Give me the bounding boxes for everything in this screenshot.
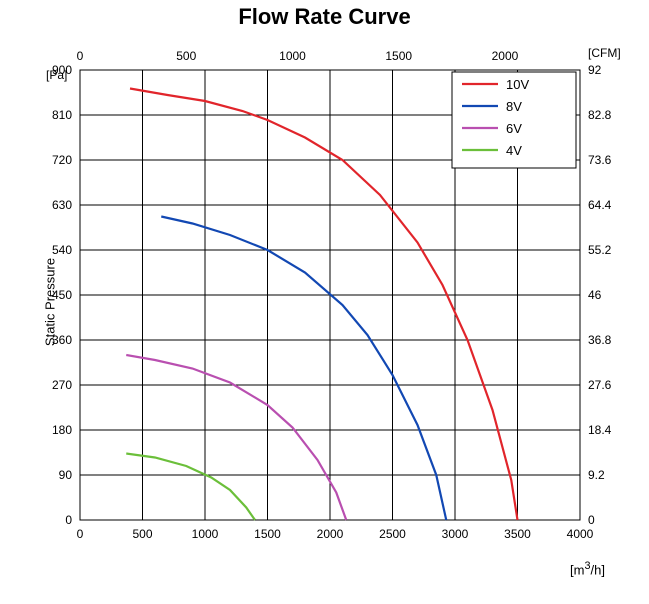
svg-text:1000: 1000	[279, 49, 306, 63]
svg-text:3000: 3000	[442, 527, 469, 541]
svg-text:82.8: 82.8	[588, 108, 612, 122]
svg-text:4000: 4000	[567, 527, 594, 541]
svg-text:73.6: 73.6	[588, 153, 612, 167]
svg-text:55.2: 55.2	[588, 243, 612, 257]
svg-text:2000: 2000	[317, 527, 344, 541]
svg-text:90: 90	[59, 468, 73, 482]
svg-text:3500: 3500	[504, 527, 531, 541]
svg-text:180: 180	[52, 423, 72, 437]
svg-text:0: 0	[77, 527, 84, 541]
svg-text:9.2: 9.2	[588, 468, 605, 482]
svg-text:46: 46	[588, 288, 602, 302]
svg-text:1500: 1500	[385, 49, 412, 63]
flow-rate-chart: 0500100015002000250030003500400009018027…	[0, 0, 649, 604]
svg-text:500: 500	[176, 49, 196, 63]
svg-text:92: 92	[588, 63, 602, 77]
svg-text:18.4: 18.4	[588, 423, 612, 437]
svg-text:270: 270	[52, 378, 72, 392]
svg-text:500: 500	[132, 527, 152, 541]
svg-text:2000: 2000	[492, 49, 519, 63]
svg-text:900: 900	[52, 63, 72, 77]
svg-text:720: 720	[52, 153, 72, 167]
svg-text:1500: 1500	[254, 527, 281, 541]
legend-label: 10V	[506, 77, 529, 92]
legend-label: 4V	[506, 143, 522, 158]
svg-text:540: 540	[52, 243, 72, 257]
svg-text:810: 810	[52, 108, 72, 122]
legend-label: 6V	[506, 121, 522, 136]
svg-text:450: 450	[52, 288, 72, 302]
svg-text:64.4: 64.4	[588, 198, 612, 212]
svg-text:630: 630	[52, 198, 72, 212]
curve-4V	[126, 454, 255, 521]
svg-text:0: 0	[65, 513, 72, 527]
svg-text:360: 360	[52, 333, 72, 347]
svg-text:1000: 1000	[192, 527, 219, 541]
svg-text:27.6: 27.6	[588, 378, 612, 392]
svg-text:36.8: 36.8	[588, 333, 612, 347]
svg-text:2500: 2500	[379, 527, 406, 541]
svg-text:0: 0	[77, 49, 84, 63]
svg-text:0: 0	[588, 513, 595, 527]
legend-label: 8V	[506, 99, 522, 114]
